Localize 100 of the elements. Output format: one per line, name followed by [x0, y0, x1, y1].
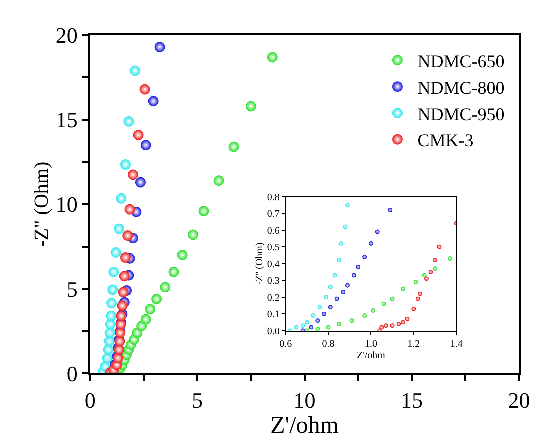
y-tick-label: 0.7 — [267, 209, 280, 220]
point — [424, 276, 429, 282]
x-tick-label: 0.6 — [280, 338, 292, 350]
point — [145, 304, 156, 315]
y-tick-label: 15 — [56, 108, 78, 133]
point — [362, 254, 368, 260]
point — [152, 294, 162, 304]
x-tick-label: 5 — [192, 388, 204, 413]
point — [108, 284, 118, 296]
point — [414, 280, 418, 285]
point — [154, 42, 166, 53]
point — [412, 306, 416, 312]
point — [140, 84, 150, 95]
point — [102, 353, 113, 364]
point — [114, 224, 125, 234]
point — [267, 52, 278, 63]
point — [341, 290, 346, 295]
y-tick-label: 0.2 — [267, 292, 280, 304]
point — [108, 266, 120, 278]
point — [304, 320, 310, 325]
y-tick-label: 0.5 — [267, 242, 280, 254]
x-tick-label: 0 — [84, 388, 96, 413]
y-tick-label: 0.0 — [267, 326, 280, 338]
point — [124, 116, 134, 127]
point — [345, 283, 350, 288]
point — [104, 328, 116, 338]
point — [362, 314, 368, 318]
point — [316, 318, 320, 324]
point — [246, 101, 256, 112]
point — [300, 324, 306, 328]
point — [328, 305, 333, 310]
x-tick-label: 10 — [294, 388, 316, 413]
point — [124, 204, 136, 215]
legend-label: NDMC-950 — [418, 104, 505, 124]
point — [384, 324, 388, 328]
point — [328, 285, 333, 290]
point — [390, 324, 395, 328]
point — [148, 96, 159, 107]
point — [120, 160, 131, 170]
point — [345, 202, 350, 208]
point — [375, 230, 380, 234]
y-tick-label: 0 — [66, 361, 78, 386]
point — [106, 310, 117, 322]
point — [135, 177, 146, 188]
y-tick-label: 0.1 — [267, 310, 280, 321]
x-axis-title: Z'/ohm — [356, 350, 386, 362]
point — [432, 258, 438, 263]
y-axis-title: -Z'' (Ohm) — [254, 242, 266, 285]
y-tick-label: 0.8 — [267, 192, 280, 204]
y-tick-label: 0.4 — [267, 259, 280, 270]
point — [371, 308, 376, 313]
y-tick-label: 5 — [66, 276, 78, 302]
point — [120, 252, 131, 264]
point — [350, 318, 354, 324]
y-tick-label: 0.3 — [267, 276, 280, 288]
x-tick-label: 20 — [508, 388, 530, 413]
point — [343, 224, 348, 230]
legend-label: NDMC-650 — [418, 51, 505, 72]
point — [416, 296, 420, 302]
x-tick-label: 1.2 — [408, 338, 420, 350]
point — [118, 287, 129, 298]
point — [339, 241, 344, 246]
legend-label: CMK-3 — [418, 130, 474, 151]
point — [432, 266, 438, 272]
point — [428, 270, 434, 274]
point — [168, 266, 180, 278]
point — [116, 193, 127, 204]
point — [316, 326, 320, 331]
point — [311, 314, 316, 318]
point — [334, 296, 340, 302]
point — [368, 241, 374, 246]
point — [160, 282, 171, 293]
point — [106, 298, 118, 309]
point — [322, 312, 327, 316]
point — [356, 264, 361, 270]
y-axis-title: -Z" (Ohm) — [30, 162, 53, 248]
point — [336, 322, 342, 326]
point — [388, 208, 393, 212]
y-tick-label: 10 — [56, 192, 78, 218]
point — [122, 230, 134, 242]
point — [198, 206, 210, 217]
x-tick-label: 1.4 — [450, 338, 463, 350]
point — [396, 322, 402, 326]
point — [418, 292, 423, 296]
point — [326, 325, 331, 330]
point — [214, 176, 224, 186]
point — [336, 258, 342, 263]
point — [119, 271, 130, 282]
point — [140, 314, 152, 325]
x-tick-label: 15 — [401, 388, 424, 413]
point — [422, 273, 427, 278]
point — [103, 344, 114, 356]
legend-label: NDMC-800 — [418, 78, 505, 98]
point — [390, 296, 395, 302]
point — [332, 273, 338, 278]
point — [380, 325, 384, 330]
point — [324, 295, 329, 300]
point — [117, 300, 128, 312]
point — [309, 325, 314, 330]
point — [318, 305, 322, 310]
